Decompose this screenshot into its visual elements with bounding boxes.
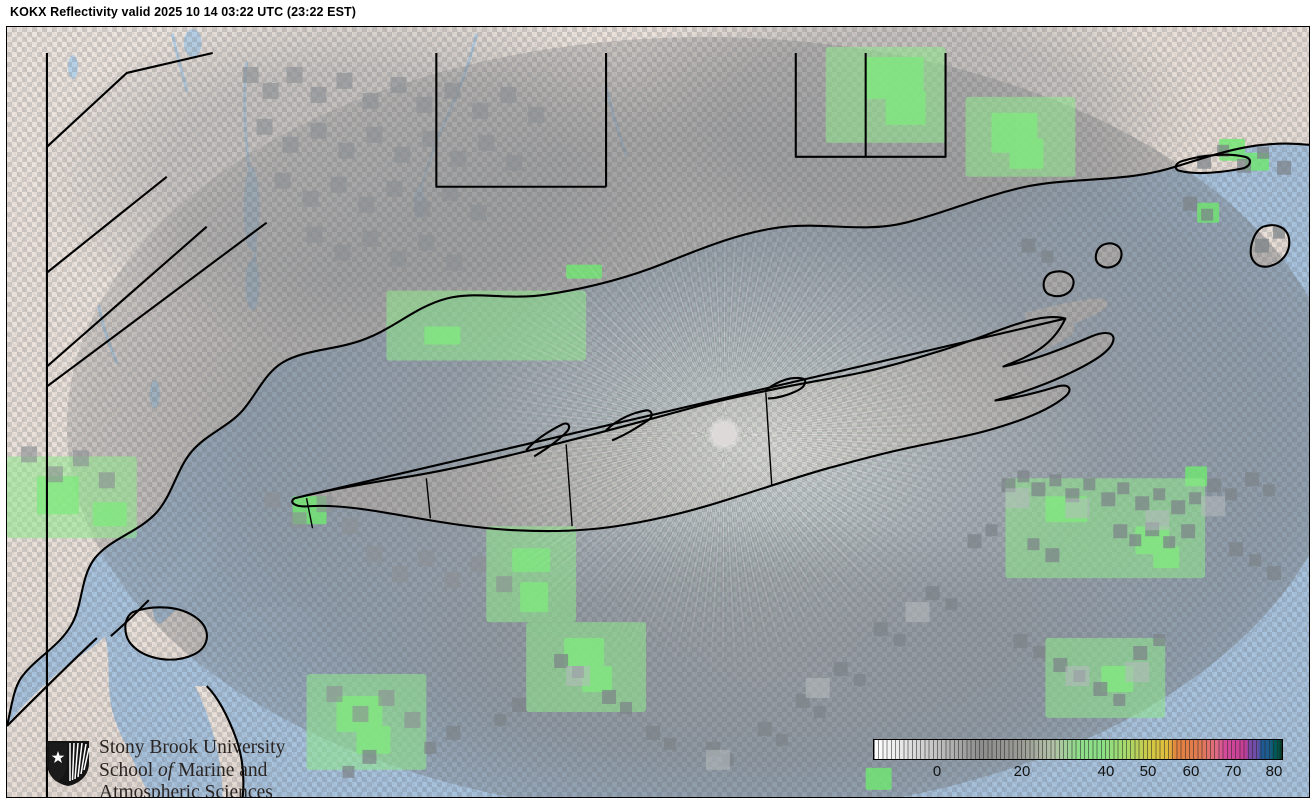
- colorbar-tick-80: 80: [1265, 763, 1283, 780]
- land-new-jersey: [7, 636, 153, 797]
- cone-of-silence: [713, 423, 735, 445]
- colorbar-tick-70: 70: [1224, 763, 1242, 780]
- reflectivity-colorbar[interactable]: 0 20 40 50 60 70 80: [873, 739, 1289, 787]
- logo-line-2-italic: of: [158, 759, 174, 781]
- colorbar-bin-ticks: [874, 740, 1282, 759]
- land-sandy-hook: [194, 685, 244, 797]
- boundaries-layer: [7, 51, 1309, 797]
- logo-line-2-c: Marine and: [173, 759, 268, 781]
- logo-line-2: School of Marine and: [99, 760, 349, 783]
- colorbar-tick-40: 40: [1097, 763, 1115, 780]
- colorbar-tick-50: 50: [1139, 763, 1157, 780]
- sbu-logo-text: Stony Brook University School of Marine …: [99, 737, 349, 798]
- colorbar-tick-60: 60: [1182, 763, 1200, 780]
- logo-line-3: Atmospheric Sciences: [99, 782, 273, 798]
- logo-line-1: Stony Brook University: [99, 737, 286, 758]
- echo-scattered-cells: [342, 144, 1292, 778]
- logo-line-2-a: School: [99, 759, 159, 781]
- page-title: KOKX Reflectivity valid 2025 10 14 03:22…: [10, 5, 357, 19]
- sbu-shield-icon: [47, 741, 90, 786]
- echo-mosaic-northwest: [20, 66, 545, 728]
- sbu-logo: Stony Brook University School of Marine …: [45, 737, 345, 797]
- colorbar-tick-20: 20: [1013, 763, 1031, 780]
- radar-echo-layer: [7, 27, 1309, 797]
- radar-map[interactable]: 0 20 40 50 60 70 80 Stony Brook University Sch…: [6, 26, 1310, 798]
- colorbar-tick-0: 0: [932, 763, 942, 780]
